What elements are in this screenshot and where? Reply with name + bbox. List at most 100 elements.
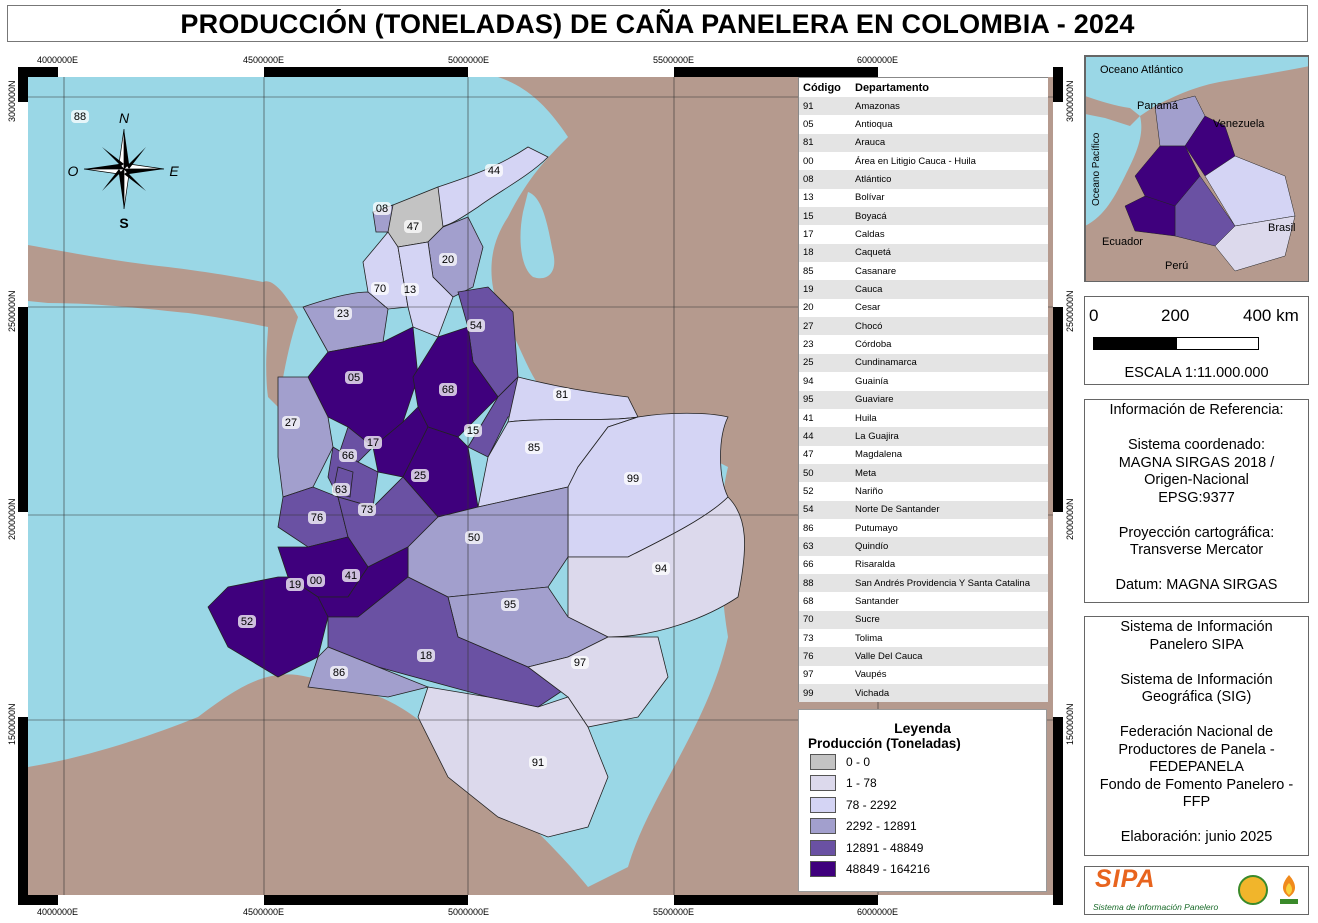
row-department: Amazonas xyxy=(855,100,900,112)
department-label-bg xyxy=(342,569,360,582)
row-code: 19 xyxy=(803,284,814,296)
legend-item: 0 - 0 xyxy=(810,751,1046,773)
department-label: 44 xyxy=(488,165,500,177)
compass-n: N xyxy=(119,110,130,126)
compass-o: O xyxy=(68,163,79,179)
legend-label: 48849 - 164216 xyxy=(846,862,931,877)
department-label: 97 xyxy=(574,657,586,669)
row-department: Antioqua xyxy=(855,119,893,131)
department-label: 66 xyxy=(342,450,354,462)
row-code: 25 xyxy=(803,357,814,369)
row-department: Risaralda xyxy=(855,559,896,571)
coord-bottom-5: 6000000E xyxy=(857,907,899,917)
department-label-bg xyxy=(286,578,304,591)
coord-bottom-1: 4000000E xyxy=(37,907,79,917)
row-department: Boyacá xyxy=(855,210,887,222)
inset-map: Oceano Atlántico Panamá Venezuela Oceano… xyxy=(1084,55,1309,282)
sipa-tagline: Sistema de información Panelero xyxy=(1093,902,1219,912)
reference-line xyxy=(1085,420,1308,438)
row-code: 76 xyxy=(803,650,814,662)
logo-box: SIPA Sistema de información Panelero xyxy=(1084,866,1309,915)
row-department: Cesar xyxy=(855,302,881,314)
department-label: 41 xyxy=(345,570,357,582)
table-row: 13 Bolívar xyxy=(799,188,1048,208)
row-department: Chocó xyxy=(855,320,883,332)
legend: Leyenda Producción (Toneladas) 0 - 0 1 - … xyxy=(798,709,1047,892)
table-row: 00 Área en Litigio Cauca - Huila xyxy=(799,152,1048,171)
fedepanela-seal-icon xyxy=(1238,875,1268,905)
reference-line: EPSG:9377 xyxy=(1158,489,1235,506)
credits-line xyxy=(1085,654,1308,672)
row-department: Valle Del Cauca xyxy=(855,650,923,662)
credits-line: Sistema de Información xyxy=(1120,619,1273,635)
credits-box: Sistema de Información Panelero SIPA Siste… xyxy=(1084,616,1309,856)
department-code-table: Código Departamento 91 Amazonas 05 Antioqua… xyxy=(798,77,1048,703)
department-label-bg xyxy=(358,503,376,516)
row-department: Meta xyxy=(855,467,877,479)
department-label-bg xyxy=(529,756,547,769)
department-label: 05 xyxy=(348,372,360,384)
row-department: Cauca xyxy=(855,284,883,296)
table-row: 91 Amazonas xyxy=(799,97,1048,116)
legend-swatch xyxy=(810,861,836,878)
coord-top-3: 5000000E xyxy=(448,55,490,65)
table-row: 17 Caldas xyxy=(799,225,1048,244)
table-row: 86 Putumayo xyxy=(799,518,1048,538)
row-code: 15 xyxy=(803,210,814,222)
row-code: 05 xyxy=(803,119,814,131)
department-label-bg xyxy=(345,371,363,384)
row-department: Arauca xyxy=(855,137,886,149)
department-label: 63 xyxy=(335,484,347,496)
row-code: 95 xyxy=(803,394,814,406)
row-code: 81 xyxy=(803,137,814,149)
table-row: 25 Cundinamarca xyxy=(799,353,1048,373)
row-department: Vichada xyxy=(855,687,890,699)
table-row: 85 Casanare xyxy=(799,262,1048,281)
coord-bottom-4: 5500000E xyxy=(653,907,695,917)
department-label-bg xyxy=(364,436,382,449)
department-label: 86 xyxy=(333,667,345,679)
department-label: 54 xyxy=(470,320,482,332)
scale-bar-white xyxy=(1176,337,1259,350)
row-code: 23 xyxy=(803,339,814,351)
department-label: 99 xyxy=(627,473,639,485)
inset-label-peru: Perú xyxy=(1165,260,1189,272)
reference-line: Transverse Mercator xyxy=(1129,542,1264,558)
coord-right-3: 2000000N xyxy=(1065,498,1075,540)
coord-bottom-2: 4500000E xyxy=(243,907,285,917)
row-code: 86 xyxy=(803,522,814,534)
legend-swatch xyxy=(810,818,836,835)
legend-label: 78 - 2292 xyxy=(846,797,897,812)
department-label-bg xyxy=(334,307,352,320)
legend-items: 0 - 0 1 - 78 78 - 2292 2292 - 12891 12891 - … xyxy=(799,751,1046,880)
coord-left-3: 2000000N xyxy=(7,498,17,540)
reference-line xyxy=(1085,507,1308,525)
department-label: 23 xyxy=(337,308,349,320)
row-code: 99 xyxy=(803,687,814,699)
coord-top-2: 4500000E xyxy=(243,55,285,65)
department-label: 19 xyxy=(289,579,301,591)
department-label-bg xyxy=(330,666,348,679)
inset-map-svg xyxy=(1085,56,1308,281)
scale-box: 0 200 400 km ESCALA 1:11.000.000 xyxy=(1084,296,1309,385)
department-label: 94 xyxy=(655,563,667,575)
inset-label-ecuador: Ecuador xyxy=(1102,236,1143,248)
table-row: 15 Boyacá xyxy=(799,207,1048,226)
legend-swatch xyxy=(810,775,836,792)
table-header: Código Departamento xyxy=(799,78,1048,97)
department-label-bg xyxy=(439,253,457,266)
credits-line: Panelero SIPA xyxy=(1149,636,1244,653)
row-department: San Andrés Providencia Y Santa Catalina xyxy=(855,577,1030,589)
row-code: 66 xyxy=(803,559,814,571)
row-code: 18 xyxy=(803,247,814,259)
reference-box: Información de Referencia: Sistema coorde… xyxy=(1084,399,1309,603)
department-label-bg xyxy=(553,388,571,401)
department-label-bg xyxy=(373,202,391,215)
inset-label-venezuela: Venezuela xyxy=(1213,118,1265,130)
department-label: 68 xyxy=(442,384,454,396)
scale-tick-0: 0 xyxy=(1089,306,1099,325)
colombia-departments xyxy=(207,146,745,838)
department-label-bg xyxy=(439,383,457,396)
legend-label: 0 - 0 xyxy=(846,754,871,769)
row-code: 54 xyxy=(803,504,814,516)
